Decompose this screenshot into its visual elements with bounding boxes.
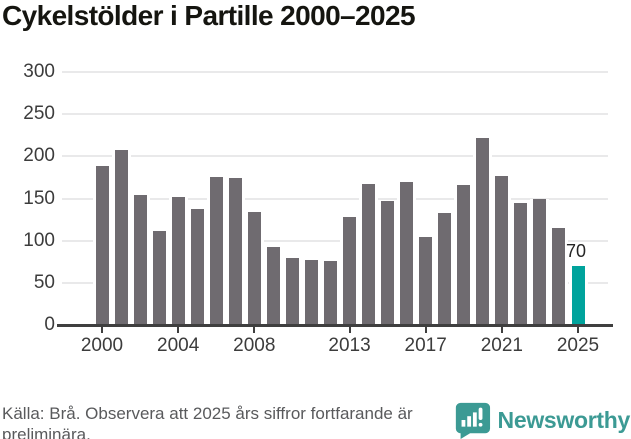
bar (492, 175, 512, 325)
bar (454, 185, 474, 325)
bar-highlighted (568, 265, 588, 325)
x-axis-tick (177, 327, 180, 333)
bar (549, 228, 569, 325)
gridline (62, 155, 608, 158)
bar (435, 212, 455, 325)
x-axis-tick-label: 2013 (328, 335, 371, 356)
bar (130, 195, 150, 325)
bar (416, 237, 436, 325)
y-axis-tick-label: 250 (23, 103, 55, 125)
gridline (62, 71, 608, 73)
x-axis-tick (101, 327, 103, 333)
x-axis-tick (253, 327, 256, 333)
newsworthy-logo[interactable]: Newsworthy (453, 401, 630, 439)
bar (225, 178, 245, 325)
bar (149, 231, 169, 325)
y-axis-tick-label: 150 (23, 187, 55, 209)
x-axis-tick (348, 327, 351, 333)
x-axis-tick-label: 2021 (480, 335, 523, 356)
bar (263, 247, 283, 325)
bar (473, 137, 493, 325)
gridline (62, 113, 608, 116)
gridline (62, 197, 608, 200)
newsworthy-wordmark: Newsworthy (497, 406, 631, 433)
x-axis-tick-label: 2000 (80, 335, 124, 356)
x-axis-tick-label: 2004 (157, 335, 200, 356)
y-axis-tick-label: 100 (23, 229, 55, 251)
source-note: Källa: Brå. Observera att 2025 års siffr… (2, 404, 413, 439)
y-axis-tick-label: 300 (23, 61, 55, 82)
bar-value-label: 70 (565, 240, 587, 261)
bar (187, 209, 207, 325)
bar (378, 201, 398, 325)
x-axis-line (57, 324, 613, 327)
bar (301, 260, 321, 325)
bar (320, 260, 340, 325)
bar (92, 166, 112, 325)
newsworthy-speech-bubble-bar-chart-icon (455, 402, 490, 439)
bar (397, 182, 417, 325)
bar (244, 211, 264, 325)
gridline (62, 239, 608, 242)
bar (511, 202, 531, 325)
x-axis-tick (500, 327, 503, 333)
x-axis-tick-label: 2008 (233, 335, 276, 356)
bar (340, 217, 360, 325)
x-axis-tick-label: 2025 (556, 335, 600, 356)
y-axis-tick-label: 200 (23, 145, 55, 167)
bar (359, 184, 379, 325)
bar (168, 196, 188, 325)
bar (282, 258, 302, 325)
bar (530, 198, 550, 325)
x-axis-tick (577, 327, 579, 333)
bar (111, 150, 131, 325)
chart-title: Cykelstölder i Partille 2000–2025 (2, 0, 416, 31)
x-axis-tick (424, 327, 427, 333)
y-axis-tick-label: 0 (44, 314, 55, 335)
bar (206, 177, 226, 325)
x-axis-tick-label: 2017 (404, 335, 447, 356)
y-axis-tick-label: 50 (33, 271, 55, 293)
